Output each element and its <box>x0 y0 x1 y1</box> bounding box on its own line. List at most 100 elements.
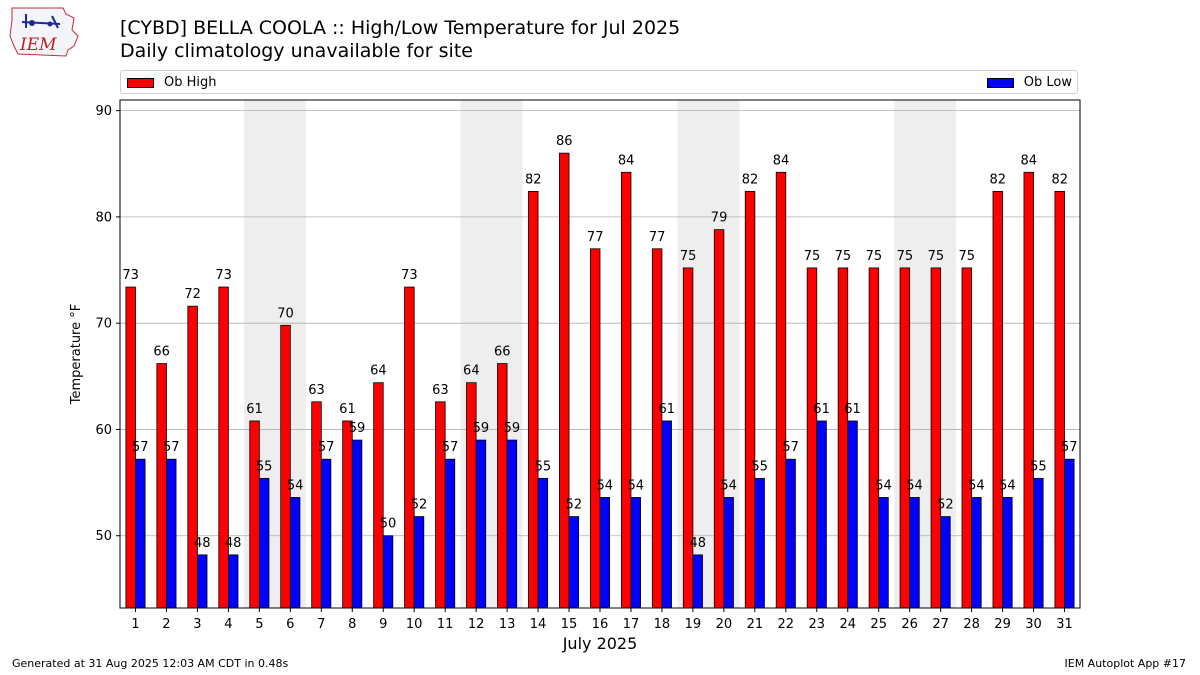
data-label-high: 82 <box>742 172 759 187</box>
x-tick-label: 21 <box>747 617 764 632</box>
bar-high <box>682 267 694 609</box>
data-label-high: 75 <box>959 249 976 264</box>
y-tick-label: 60 <box>95 423 112 438</box>
bar-low <box>940 516 951 609</box>
x-tick-label: 8 <box>348 617 356 632</box>
bar-low <box>166 458 177 609</box>
data-label-high: 66 <box>494 345 511 360</box>
data-label-high: 75 <box>928 249 945 264</box>
bar-low <box>754 477 765 609</box>
x-tick-label: 13 <box>499 617 516 632</box>
bar-low <box>320 458 332 609</box>
data-label-high: 64 <box>370 364 387 379</box>
x-tick-label: 2 <box>162 617 170 632</box>
data-label-high: 61 <box>246 402 263 417</box>
bar-low <box>382 535 394 609</box>
legend-item-high: Ob High <box>127 75 217 90</box>
bar-high <box>497 363 508 609</box>
data-label-low: 50 <box>380 517 397 532</box>
data-label-high: 64 <box>463 364 480 379</box>
bar-high <box>1054 190 1065 609</box>
bar-low <box>135 458 146 609</box>
bar-low <box>723 497 734 609</box>
data-label-low: 57 <box>318 440 335 455</box>
bar-high <box>961 267 973 609</box>
bar-low <box>1002 497 1013 609</box>
data-label-low: 61 <box>658 402 675 417</box>
legend: Ob High Ob Low <box>120 70 1078 94</box>
legend-label-high: Ob High <box>164 75 217 90</box>
bar-low <box>537 477 549 609</box>
x-tick-label: 5 <box>255 617 263 632</box>
x-tick-label: 9 <box>379 617 387 632</box>
data-label-low: 54 <box>999 478 1016 493</box>
x-tick-label: 25 <box>870 617 887 632</box>
bar-low <box>1064 458 1075 609</box>
x-tick-label: 19 <box>685 617 702 632</box>
bar-low <box>227 554 239 609</box>
bar-low <box>1033 477 1044 609</box>
data-label-high: 63 <box>432 383 449 398</box>
data-label-low: 55 <box>256 459 273 474</box>
data-label-high: 84 <box>773 153 790 168</box>
legend-label-low: Ob Low <box>1023 75 1072 90</box>
x-tick-label: 29 <box>994 617 1011 632</box>
bar-high <box>435 401 446 609</box>
data-label-low: 54 <box>720 478 737 493</box>
bar-low <box>692 554 703 609</box>
bar-high <box>404 286 415 609</box>
x-tick-label: 16 <box>592 617 609 632</box>
data-label-low: 57 <box>132 440 149 455</box>
x-tick-label: 20 <box>716 617 733 632</box>
x-axis-label: July 2025 <box>562 634 638 653</box>
bar-low <box>568 516 580 609</box>
bar-high <box>744 190 756 609</box>
bar-high <box>868 267 880 609</box>
bar-high <box>837 267 849 609</box>
data-label-low: 48 <box>225 536 242 551</box>
data-label-low: 59 <box>473 421 490 436</box>
data-label-high: 73 <box>401 268 418 283</box>
x-tick-label: 6 <box>286 617 294 632</box>
bar-low <box>506 439 518 609</box>
y-tick-label: 90 <box>95 104 112 119</box>
bar-high <box>373 382 384 609</box>
data-label-low: 55 <box>751 459 768 474</box>
x-tick-label: 18 <box>654 617 671 632</box>
bar-high <box>899 267 911 609</box>
data-label-high: 75 <box>897 249 914 264</box>
data-label-high: 73 <box>215 268 232 283</box>
data-label-high: 82 <box>525 172 542 187</box>
legend-item-low: Ob Low <box>986 75 1072 90</box>
x-tick-label: 11 <box>437 617 454 632</box>
y-axis-label: Temperature °F <box>69 304 84 405</box>
data-label-high: 86 <box>556 134 573 149</box>
data-label-high: 84 <box>618 153 635 168</box>
data-label-high: 72 <box>184 287 201 302</box>
bar-low <box>785 458 796 609</box>
bar-low <box>444 458 456 609</box>
data-label-low: 54 <box>906 478 923 493</box>
bar-low <box>816 420 827 609</box>
iem-logo: IEM <box>9 7 79 57</box>
bar-low <box>971 497 982 609</box>
data-label-low: 57 <box>782 440 799 455</box>
data-label-low: 52 <box>937 498 954 513</box>
bar-high <box>992 190 1003 609</box>
bar-low <box>847 420 858 609</box>
bar-low <box>197 554 208 609</box>
x-tick-label: 30 <box>1025 617 1042 632</box>
bar-high <box>280 324 291 609</box>
bar-low <box>289 497 301 609</box>
x-tick-label: 10 <box>406 617 423 632</box>
x-tick-label: 31 <box>1056 617 1073 632</box>
x-tick-label: 12 <box>468 617 485 632</box>
bar-low <box>630 497 641 609</box>
bar-low <box>909 497 920 609</box>
data-label-high: 73 <box>122 268 139 283</box>
chart-subtitle: Daily climatology unavailable for site <box>120 40 473 62</box>
data-label-low: 54 <box>627 478 644 493</box>
x-tick-label: 15 <box>561 617 578 632</box>
bar-high <box>620 171 632 609</box>
chart-title: [CYBD] BELLA COOLA :: High/Low Temperatu… <box>120 17 681 39</box>
